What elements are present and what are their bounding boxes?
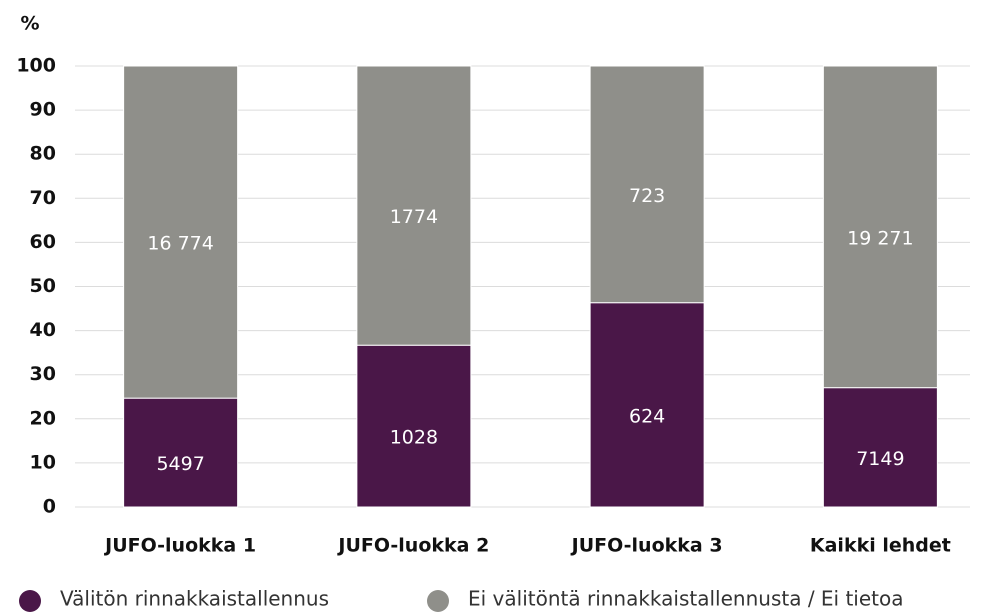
- y-tick-label: 10: [30, 451, 56, 473]
- legend-marker: [427, 590, 449, 612]
- y-tick-label: 60: [30, 231, 56, 253]
- bar-segment: [822, 387, 938, 508]
- legend-label: Ei välitöntä rinnakkaistallennusta / Ei …: [468, 587, 904, 611]
- bar-segment: [123, 397, 239, 508]
- data-label: 1028: [390, 427, 438, 449]
- y-tick-label: 90: [30, 99, 56, 121]
- data-label: 16 774: [147, 233, 213, 255]
- legend-marker: [19, 590, 41, 612]
- y-axis-label: %: [20, 13, 39, 35]
- y-tick-label: 70: [30, 187, 56, 209]
- data-label: 19 271: [847, 227, 913, 249]
- bar-segment: [589, 302, 705, 508]
- y-tick-label: 80: [30, 143, 56, 165]
- y-tick-label: 50: [30, 275, 56, 297]
- data-label: 624: [629, 405, 665, 427]
- x-tick-label: JUFO-luokka 3: [570, 535, 723, 557]
- data-label: 723: [629, 185, 665, 207]
- y-tick-label: 30: [30, 363, 56, 385]
- x-tick-label: JUFO-luokka 2: [336, 535, 489, 557]
- y-tick-label: 0: [43, 496, 56, 518]
- bar-segment: [123, 65, 239, 399]
- bar-segment: [356, 65, 472, 346]
- bar-segment: [589, 65, 705, 304]
- x-tick-label: Kaikki lehdet: [810, 535, 951, 557]
- bar-segment: [356, 344, 472, 508]
- legend-label: Välitön rinnakkaistallennus: [60, 587, 329, 611]
- data-label: 7149: [856, 448, 904, 470]
- y-tick-label: 40: [30, 319, 56, 341]
- y-tick-label: 20: [30, 407, 56, 429]
- x-tick-label: JUFO-luokka 1: [103, 535, 256, 557]
- data-label: 1774: [390, 206, 438, 228]
- data-label: 5497: [156, 453, 204, 475]
- bar-segment: [822, 65, 938, 389]
- y-tick-label: 100: [16, 55, 56, 77]
